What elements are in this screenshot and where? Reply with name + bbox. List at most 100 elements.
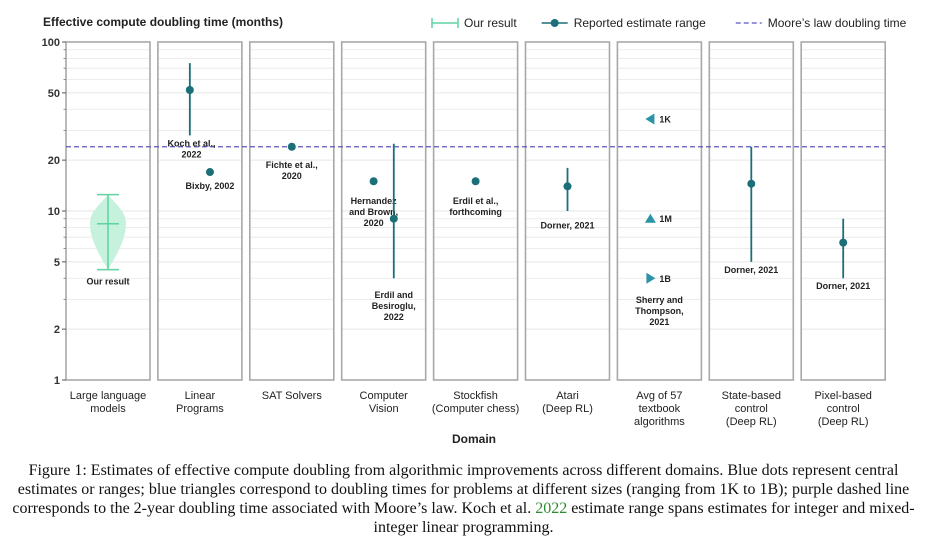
category-label-line: Linear — [185, 390, 216, 402]
y-tick-label: 10 — [48, 206, 60, 218]
category-label-line: Programs — [176, 403, 224, 415]
y-axis: 1 2 5 10 20 50 100 — [42, 37, 66, 387]
caption-text: Figure 1: Estimates of effective compute… — [12, 462, 910, 517]
y-tick-label: 100 — [42, 37, 60, 49]
estimate-point — [563, 182, 572, 191]
estimate-annotation-line: Hernandez — [351, 196, 398, 206]
estimate-annotation-line: Koch et al., — [167, 139, 215, 149]
panel-frame — [708, 41, 795, 381]
category-label: SAT Solvers — [262, 390, 323, 402]
legend-symbol-point — [550, 19, 559, 27]
estimate-point — [287, 142, 296, 151]
category-label-line: Vision — [369, 403, 399, 415]
size-triangle — [646, 272, 656, 284]
category-label-line: Avg of 57 — [636, 390, 682, 402]
category-label-line: SAT Solvers — [262, 390, 323, 402]
estimate-point — [747, 179, 756, 188]
triangle-annotation: Sherry and Thompson, 2021 — [635, 295, 684, 327]
category-marks: Fichte et al., 2020 SAT Solvers — [262, 142, 323, 402]
category-label: Linear Programs — [176, 390, 224, 415]
y-tick-label: 20 — [48, 155, 60, 167]
chart: Effective compute doubling time (months)… — [42, 15, 907, 446]
y-tick-label: 50 — [48, 88, 60, 100]
category-marks: Koch et al., 2022 Bixby, 2002 Linear Program… — [167, 63, 234, 415]
estimate-point — [389, 214, 398, 223]
y-tick-label: 2 — [54, 324, 60, 336]
triangle-annotation-line: Sherry and — [636, 295, 683, 305]
estimate-annotation-line: Bixby, 2002 — [186, 181, 235, 191]
category-label-line: Atari — [556, 390, 579, 402]
legend-item: Reported estimate range — [541, 16, 706, 30]
size-triangle-label: 1B — [659, 274, 671, 284]
estimate-annotation-line: Dorner, 2021 — [724, 265, 778, 275]
category-marks: Hernandez and Brown, 2020 Erdil and Besirogl… — [349, 143, 416, 415]
legend-label: Moore’s law doubling time — [768, 16, 907, 30]
size-triangle — [644, 213, 656, 223]
panel — [65, 41, 151, 381]
estimate-annotation-line: Fichte et al., — [266, 160, 318, 170]
size-triangle — [645, 113, 655, 125]
category-label-line: (Deep RL) — [818, 416, 869, 428]
panel — [340, 41, 427, 381]
marks: Our result Large language models Koch et al… — [66, 63, 886, 428]
panel — [616, 41, 703, 381]
category-label-line: Pixel-based — [814, 390, 871, 402]
category-label: Stockfish (Computer chess) — [432, 390, 519, 415]
estimate-annotation-line: forthcoming — [449, 207, 502, 217]
estimate-annotation: Fichte et al., 2020 — [266, 160, 318, 181]
category-label-line: (Deep RL) — [542, 403, 593, 415]
panel — [432, 41, 519, 381]
category-label: Computer Vision — [360, 390, 409, 415]
estimate-annotation-line: Besiroglu, — [372, 301, 416, 311]
legend-label: Reported estimate range — [574, 16, 706, 30]
panel — [249, 41, 335, 381]
category-label-line: algorithms — [634, 416, 685, 428]
category-label: State-based control (Deep RL) — [722, 390, 781, 428]
figure-caption: Figure 1: Estimates of effective compute… — [10, 461, 917, 537]
panel-frame — [340, 41, 427, 381]
y-tick-label: 5 — [54, 257, 60, 269]
estimate-annotation: Dorner, 2021 — [724, 265, 778, 275]
estimate-annotation-line: and Brown, — [349, 207, 398, 217]
category-label-line: control — [735, 403, 768, 415]
estimate-point — [839, 238, 848, 247]
estimate-annotation-line: Dorner, 2021 — [540, 220, 594, 230]
category-label: Avg of 57 textbook algorithms — [634, 390, 685, 428]
panel-frame — [800, 41, 887, 381]
category-label-line: (Computer chess) — [432, 403, 519, 415]
estimate-annotation-line: 2022 — [384, 312, 404, 322]
panel-frame — [524, 41, 611, 381]
panel — [800, 41, 887, 381]
panel — [708, 41, 795, 381]
estimate-annotation: Erdil et al., forthcoming — [449, 196, 502, 217]
category-marks: Dorner, 2021 State-based control (Deep RL) — [722, 146, 781, 428]
category-marks: Dorner, 2021 Pixel-based control (Deep RL) — [814, 218, 872, 428]
panel-frame — [249, 41, 335, 381]
category-marks: Erdil et al., forthcoming Stockfish (Comput… — [432, 177, 519, 415]
category-label-line: control — [827, 403, 860, 415]
category-label-line: models — [90, 403, 126, 415]
category-label: Large language models — [70, 390, 146, 415]
size-triangle-label: 1K — [659, 115, 671, 125]
estimate-point — [369, 177, 378, 186]
panel-frame — [432, 41, 519, 381]
estimate-annotation-line: Dorner, 2021 — [816, 281, 870, 291]
estimate-annotation-line: Erdil and — [375, 290, 414, 300]
panel-frame — [157, 41, 243, 381]
panel — [157, 41, 243, 381]
estimate-annotation: Bixby, 2002 — [186, 181, 235, 191]
caption-citation-link[interactable]: 2022 — [535, 500, 568, 517]
estimate-annotation: Erdil and Besiroglu, 2022 — [372, 290, 416, 322]
x-axis-label: Domain — [452, 432, 496, 446]
estimate-point — [185, 85, 194, 94]
violin-annotation-line: Our result — [86, 277, 129, 287]
estimate-annotation: Dorner, 2021 — [816, 281, 870, 291]
panel-frame — [616, 41, 703, 381]
estimate-annotation: Koch et al., 2022 — [167, 139, 215, 160]
estimate-annotation: Dorner, 2021 — [540, 220, 594, 230]
category-label-line: Computer — [360, 390, 409, 402]
violin-annotation: Our result — [86, 277, 129, 287]
estimate-annotation: Hernandez and Brown, 2020 — [349, 196, 398, 228]
legend-item: Our result — [431, 16, 517, 30]
estimate-annotation-line: 2020 — [282, 171, 302, 181]
